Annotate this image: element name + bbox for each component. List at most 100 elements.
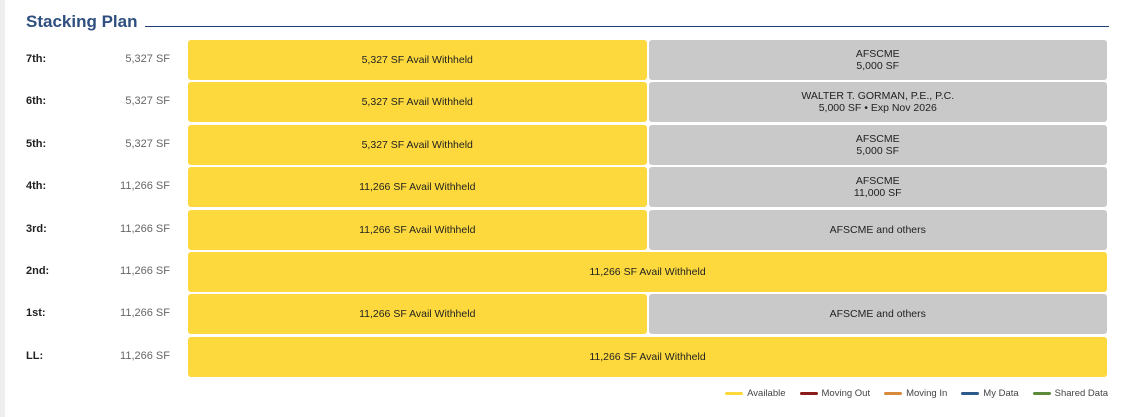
space-block-text: 5,327 SF Avail Withheld bbox=[362, 139, 473, 151]
floor-row: 6th: 5,327 SF 5,327 SF Avail Withheld WALTE… bbox=[0, 81, 1124, 123]
legend-swatch-icon bbox=[799, 391, 818, 395]
space-block-line: 11,266 SF Avail Withheld bbox=[359, 308, 476, 321]
floor-stack-bar: 11,266 SF Avail Withheld AFSCME and other… bbox=[188, 209, 1107, 250]
legend: Available Moving Out Moving In My Data Share… bbox=[711, 386, 1108, 400]
space-block-line: 11,266 SF Avail Withheld bbox=[589, 350, 706, 363]
space-block-line: 5,000 SF bbox=[856, 60, 900, 72]
floor-stack-bar: 5,327 SF Avail Withheld AFSCME 5,000 SF bbox=[188, 124, 1107, 165]
floor-square-footage: 5,327 SF bbox=[125, 53, 170, 65]
floor-square-footage: 5,327 SF bbox=[125, 95, 170, 108]
floor-square-footage: 5,327 SF bbox=[125, 137, 170, 150]
space-block-line: AFSCME bbox=[855, 175, 900, 188]
legend-item[interactable]: My Data bbox=[961, 387, 1019, 399]
floor-square-footage: 11,266 SF bbox=[120, 307, 170, 320]
tenant-space-block[interactable]: AFSCME 5,000 SF bbox=[648, 40, 1107, 80]
space-block-text: AFSCME and others bbox=[830, 308, 926, 320]
floor-label: 1st: bbox=[26, 307, 46, 320]
available-space-block[interactable]: 11,266 SF Avail Withheld bbox=[188, 336, 1107, 377]
floor-label: 5th: bbox=[26, 137, 47, 150]
space-block-text: 11,266 SF Avail Withheld bbox=[359, 308, 475, 320]
floor-label: 4th: bbox=[26, 180, 47, 193]
floor-label: 3rd: bbox=[26, 222, 47, 235]
space-block-text: 11,266 SF Avail Withheld bbox=[359, 181, 475, 193]
floor-label: 2nd: bbox=[26, 264, 50, 277]
space-block-text: 5,327 SF Avail Withheld bbox=[362, 54, 473, 66]
available-space-block[interactable]: 11,266 SF Avail Withheld bbox=[188, 209, 647, 250]
floor-row: 3rd: 11,266 SF 11,266 SF Avail Withheld AFS… bbox=[0, 209, 1124, 251]
legend-item[interactable]: Moving Out bbox=[799, 387, 871, 399]
legend-label: Moving In bbox=[906, 387, 948, 399]
available-space-block[interactable]: 5,327 SF Avail Withheld bbox=[188, 40, 647, 80]
legend-label: Moving Out bbox=[821, 387, 871, 399]
floor-stack-bar: 11,266 SF Avail Withheld AFSCME 11,000 SF bbox=[188, 167, 1107, 208]
space-block-line: AFSCME bbox=[855, 132, 900, 145]
space-block-line: AFSCME bbox=[855, 48, 900, 60]
tenant-space-block[interactable]: AFSCME 5,000 SF bbox=[648, 124, 1107, 165]
space-block-text: AFSCME 5,000 SF bbox=[856, 133, 900, 157]
floor-list: 7th: 5,327 SF 5,327 SF Avail Withheld AFSCM… bbox=[0, 39, 1124, 378]
floor-row: 2nd: 11,266 SF 11,266 SF Avail Withheld bbox=[0, 251, 1124, 293]
section-header: Stacking Plan bbox=[26, 12, 1109, 34]
floor-row: 1st: 11,266 SF 11,266 SF Avail Withheld AFS… bbox=[0, 293, 1124, 335]
space-block-text: AFSCME 5,000 SF bbox=[856, 48, 900, 72]
floor-stack-bar: 11,266 SF Avail Withheld AFSCME and other… bbox=[188, 294, 1107, 335]
floor-square-footage: 11,266 SF bbox=[120, 222, 170, 235]
space-block-text: 11,266 SF Avail Withheld bbox=[589, 351, 705, 363]
tenant-space-block[interactable]: WALTER T. GORMAN, P.E., P.C. 5,000 SF • E… bbox=[648, 82, 1107, 123]
legend-swatch-icon bbox=[725, 391, 744, 395]
floor-stack-bar: 11,266 SF Avail Withheld bbox=[188, 336, 1107, 377]
tenant-space-block[interactable]: AFSCME and others bbox=[648, 294, 1107, 335]
space-block-line: 11,266 SF Avail Withheld bbox=[359, 181, 476, 194]
title-underline bbox=[145, 26, 1109, 27]
floor-square-footage: 11,266 SF bbox=[120, 264, 170, 277]
space-block-line: 5,000 SF • Exp Nov 2026 bbox=[818, 102, 937, 115]
page-title: Stacking Plan bbox=[26, 12, 138, 31]
legend-item[interactable]: Available bbox=[725, 387, 786, 399]
panel-left-border bbox=[0, 0, 5, 417]
available-space-block[interactable]: 11,266 SF Avail Withheld bbox=[188, 294, 647, 335]
floor-row: 5th: 5,327 SF 5,327 SF Avail Withheld AFSCM… bbox=[0, 124, 1124, 166]
floor-stack-bar: 5,327 SF Avail Withheld AFSCME 5,000 SF bbox=[188, 40, 1107, 80]
floor-row: 4th: 11,266 SF 11,266 SF Avail Withheld AFS… bbox=[0, 166, 1124, 208]
legend-label: Available bbox=[747, 387, 786, 399]
legend-swatch-icon bbox=[961, 391, 980, 395]
floor-label: LL: bbox=[26, 349, 44, 362]
space-block-line: 11,266 SF Avail Withheld bbox=[359, 223, 476, 236]
space-block-line: AFSCME and others bbox=[829, 223, 926, 236]
floor-label: 7th: bbox=[26, 53, 47, 65]
space-block-line: 11,000 SF bbox=[853, 187, 902, 200]
space-block-line: 5,327 SF Avail Withheld bbox=[361, 96, 473, 109]
floor-stack-bar: 11,266 SF Avail Withheld bbox=[188, 251, 1107, 292]
space-block-line: 5,000 SF bbox=[856, 144, 900, 157]
space-block-text: 5,327 SF Avail Withheld bbox=[362, 96, 473, 108]
available-space-block[interactable]: 5,327 SF Avail Withheld bbox=[188, 124, 647, 165]
space-block-line: 5,327 SF Avail Withheld bbox=[361, 54, 473, 66]
space-block-text: 11,266 SF Avail Withheld bbox=[589, 266, 705, 278]
legend-label: Shared Data bbox=[1054, 387, 1108, 399]
floor-stack-bar: 5,327 SF Avail Withheld WALTER T. GORMAN,… bbox=[188, 82, 1107, 123]
floor-square-footage: 11,266 SF bbox=[120, 349, 170, 362]
available-space-block[interactable]: 11,266 SF Avail Withheld bbox=[188, 167, 647, 208]
floor-row: 7th: 5,327 SF 5,327 SF Avail Withheld AFSCM… bbox=[0, 39, 1124, 81]
space-block-text: AFSCME and others bbox=[830, 224, 926, 236]
legend-item[interactable]: Shared Data bbox=[1032, 387, 1108, 399]
tenant-space-block[interactable]: AFSCME 11,000 SF bbox=[648, 167, 1107, 208]
space-block-text: 11,266 SF Avail Withheld bbox=[359, 224, 475, 236]
space-block-text: AFSCME 11,000 SF bbox=[854, 175, 902, 199]
legend-swatch-icon bbox=[884, 391, 903, 395]
space-block-line: WALTER T. GORMAN, P.E., P.C. bbox=[801, 90, 955, 103]
tenant-space-block[interactable]: AFSCME and others bbox=[648, 209, 1107, 250]
floor-row: LL: 11,266 SF 11,266 SF Avail Withheld bbox=[0, 336, 1124, 378]
legend-label: My Data bbox=[983, 387, 1019, 399]
legend-swatch-icon bbox=[1032, 391, 1051, 395]
available-space-block[interactable]: 5,327 SF Avail Withheld bbox=[188, 82, 647, 123]
floor-square-footage: 11,266 SF bbox=[120, 180, 170, 193]
space-block-line: 11,266 SF Avail Withheld bbox=[589, 265, 706, 278]
legend-item[interactable]: Moving In bbox=[884, 388, 947, 399]
space-block-line: 5,327 SF Avail Withheld bbox=[361, 138, 473, 151]
space-block-line: AFSCME and others bbox=[829, 308, 926, 321]
floor-label: 6th: bbox=[26, 95, 47, 108]
space-block-text: WALTER T. GORMAN, P.E., P.C. 5,000 SF • E… bbox=[801, 90, 954, 114]
available-space-block[interactable]: 11,266 SF Avail Withheld bbox=[188, 251, 1107, 292]
